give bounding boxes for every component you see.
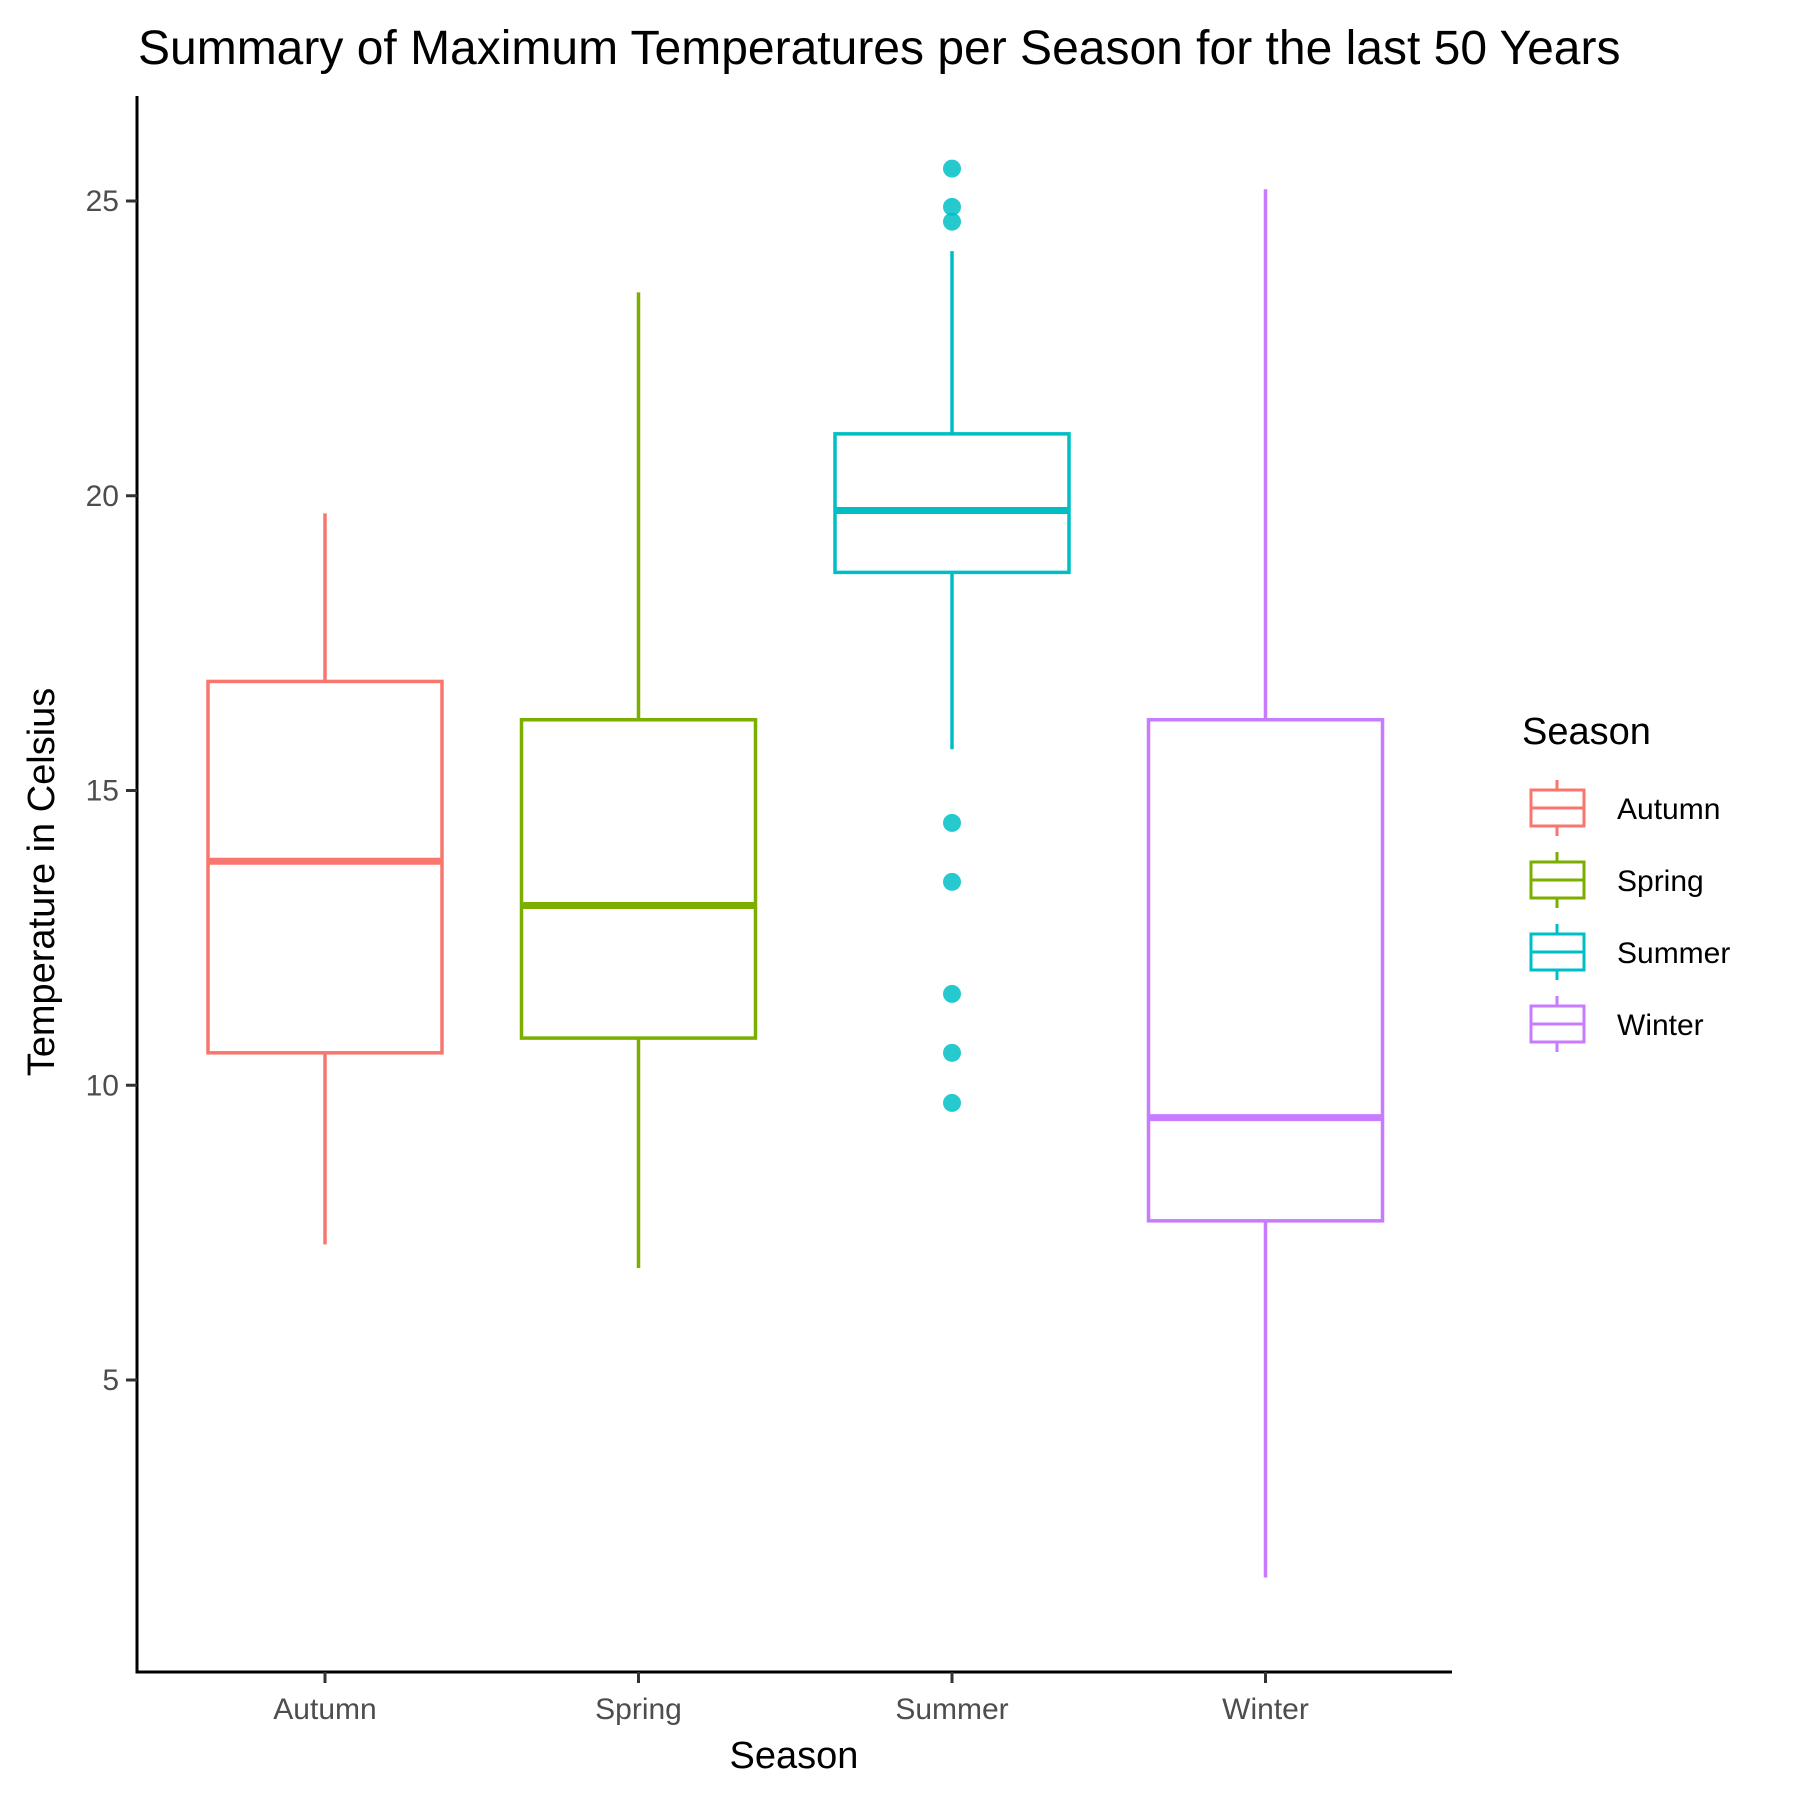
legend-item-autumn: Autumn: [1529, 780, 1720, 836]
y-axis-title: Temperature in Celsius: [21, 688, 63, 1077]
x-tick-label: Spring: [595, 1693, 682, 1726]
y-tick-label: 25: [86, 185, 119, 218]
axes: 5 10 15 20 25 Autumn Spring Summer Winter: [86, 96, 1452, 1726]
legend-item-spring: Spring: [1529, 852, 1704, 908]
x-tick-label: Summer: [895, 1693, 1008, 1726]
box-spring: [519, 292, 758, 1268]
y-tick-label: 5: [102, 1364, 119, 1397]
box-autumn: [206, 513, 444, 1245]
y-tick-label: 10: [86, 1069, 119, 1102]
outlier-point: [943, 1093, 961, 1112]
outlier-point: [943, 872, 961, 891]
box-iqr: [206, 679, 444, 1055]
plot-area: [206, 159, 1385, 1578]
legend-label: Spring: [1617, 865, 1704, 898]
box-winter: [1146, 189, 1385, 1578]
legend-label: Winter: [1617, 1009, 1704, 1042]
legend-label: Autumn: [1617, 793, 1720, 826]
outlier-point: [943, 813, 961, 832]
chart-title: Summary of Maximum Temperatures per Seas…: [138, 22, 1620, 75]
legend-item-winter: Winter: [1529, 996, 1704, 1052]
box-iqr: [519, 718, 758, 1040]
outlier-point: [943, 984, 961, 1003]
outlier-point: [943, 212, 961, 231]
legend-title: Season: [1522, 711, 1651, 753]
legend-label: Summer: [1617, 937, 1730, 970]
box-iqr: [1146, 718, 1385, 1223]
legend: Season Autumn Spring Summer Winter: [1522, 711, 1730, 1052]
box-summer: [833, 159, 1071, 1112]
outlier-point: [943, 159, 961, 178]
y-tick-label: 20: [86, 480, 119, 513]
box-iqr: [833, 432, 1071, 575]
outlier-point: [943, 1043, 961, 1062]
x-axis-title: Season: [730, 1735, 859, 1777]
y-tick-label: 15: [86, 775, 119, 808]
x-tick-label: Winter: [1222, 1693, 1309, 1726]
x-tick-label: Autumn: [273, 1693, 376, 1726]
legend-item-summer: Summer: [1529, 924, 1730, 980]
outlier-point: [943, 197, 961, 216]
